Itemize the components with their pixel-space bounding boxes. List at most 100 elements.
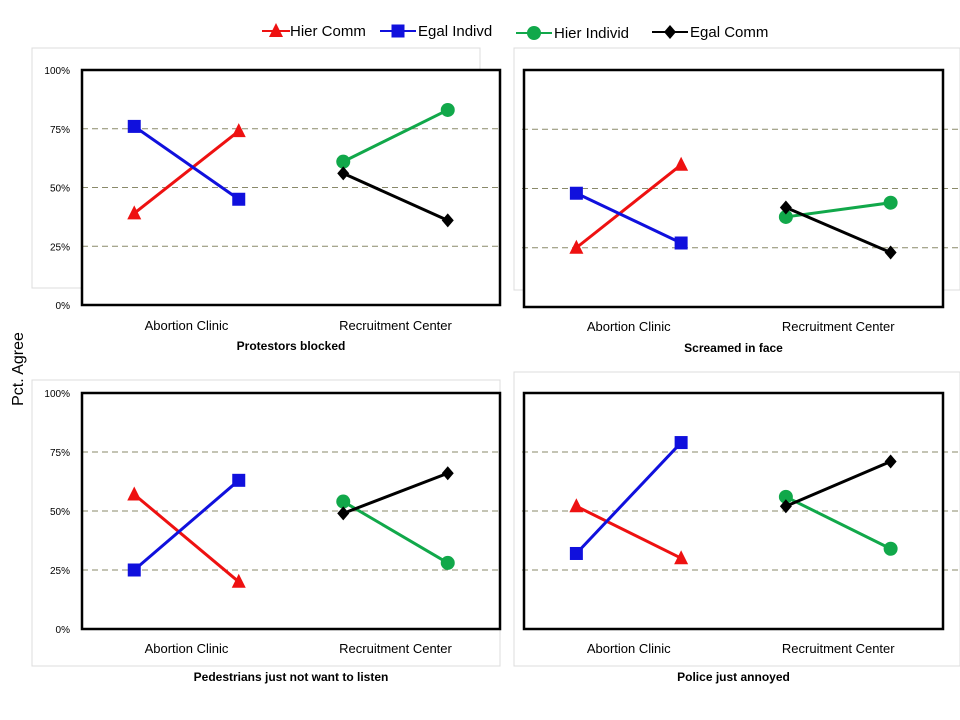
data-point-egal-comm xyxy=(441,213,454,228)
plot-border xyxy=(522,68,945,309)
data-point-egal-indivd xyxy=(569,186,583,200)
data-point-egal-comm xyxy=(441,466,454,481)
y-tick-label: 25% xyxy=(50,566,70,577)
series-egal-indivd xyxy=(127,119,246,206)
data-point-hier-comm xyxy=(231,573,246,588)
data-point-egal-comm xyxy=(779,499,792,514)
series-hier-individ xyxy=(336,102,455,169)
series-line-egal-comm xyxy=(342,172,449,222)
x-category-label-recruitment-center: Recruitment Center xyxy=(339,318,452,333)
x-category-label-abortion-clinic: Abortion Clinic xyxy=(587,319,671,334)
chart-panel-2: Abortion Clinic Recruitment Center Screame… xyxy=(513,47,960,355)
data-point-hier-individ xyxy=(883,541,898,556)
series-line-egal-indivd xyxy=(575,441,683,555)
plot-border xyxy=(80,391,502,631)
x-category-label-recruitment-center: Recruitment Center xyxy=(782,319,895,334)
data-point-hier-individ xyxy=(778,489,793,504)
chart-panel-3: 0% 25% 50% 75% 100% Abortion Clinic Recruitmen… xyxy=(31,379,502,684)
x-category-label-recruitment-center: Recruitment Center xyxy=(339,641,452,656)
data-point-hier-comm xyxy=(127,486,142,501)
series-egal-indivd xyxy=(569,186,688,250)
chart-panels: 0% 25% 50% 75% 100% Abortion Clinic Recruitmen… xyxy=(31,47,960,684)
data-point-egal-indivd xyxy=(127,563,141,577)
panel-title: Pedestrians just not want to listen xyxy=(194,670,389,684)
series-egal-indivd xyxy=(127,473,246,577)
legend-label-egal-comm: Egal Comm xyxy=(690,24,768,41)
data-point-hier-comm xyxy=(674,550,689,565)
data-point-egal-comm xyxy=(337,166,350,181)
data-point-hier-comm xyxy=(231,123,246,138)
data-point-egal-comm xyxy=(337,506,350,521)
series-line-hier-comm xyxy=(133,493,240,583)
data-point-hier-comm xyxy=(569,239,584,254)
series-line-egal-indivd xyxy=(575,191,682,245)
x-category-label-abortion-clinic: Abortion Clinic xyxy=(145,641,229,656)
data-point-egal-comm xyxy=(884,245,897,260)
series-egal-comm xyxy=(779,454,897,514)
plot-area xyxy=(82,70,500,305)
data-point-hier-individ xyxy=(336,154,351,169)
series-line-egal-indivd xyxy=(133,125,240,201)
chart-panel-4: Abortion Clinic Recruitment Center Police … xyxy=(513,371,960,684)
y-tick-label: 75% xyxy=(50,125,70,136)
series-hier-comm xyxy=(569,156,689,254)
y-tick-label: 50% xyxy=(50,184,70,195)
series-line-hier-individ xyxy=(342,108,449,163)
data-point-hier-comm xyxy=(569,498,584,513)
plot-border xyxy=(80,68,502,307)
chart-panel-1: 0% 25% 50% 75% 100% Abortion Clinic Recruitmen… xyxy=(31,47,502,353)
x-category-label-abortion-clinic: Abortion Clinic xyxy=(145,318,229,333)
series-line-hier-comm xyxy=(575,504,682,560)
y-tick-label: 50% xyxy=(50,507,70,518)
series-hier-comm xyxy=(127,123,246,220)
legend-label-hier-comm: Hier Comm xyxy=(290,23,366,40)
data-point-egal-comm xyxy=(884,454,897,469)
data-point-hier-individ xyxy=(883,195,898,210)
series-egal-comm xyxy=(337,466,454,521)
data-point-egal-indivd xyxy=(674,236,688,250)
y-tick-label: 0% xyxy=(56,301,71,312)
legend-label-hier-individ: Hier Individ xyxy=(554,25,629,42)
panel-title: Police just annoyed xyxy=(677,670,790,684)
data-point-egal-comm xyxy=(779,200,792,215)
data-point-hier-individ xyxy=(336,494,351,509)
data-point-hier-comm xyxy=(674,156,689,171)
legend-marker-hier-comm xyxy=(269,23,283,37)
y-tick-label: 75% xyxy=(50,448,70,459)
data-point-egal-indivd xyxy=(232,192,246,206)
data-point-egal-indivd xyxy=(127,119,141,133)
series-line-hier-comm xyxy=(575,163,683,249)
data-point-egal-indivd xyxy=(569,546,583,560)
series-hier-individ xyxy=(778,489,898,556)
series-line-hier-comm xyxy=(133,129,240,215)
data-point-egal-indivd xyxy=(232,473,246,487)
y-axis-label: Pct. Agree xyxy=(10,332,27,406)
series-hier-comm xyxy=(127,486,246,588)
x-category-label-recruitment-center: Recruitment Center xyxy=(782,641,895,656)
plot-area xyxy=(82,393,500,629)
data-point-hier-individ xyxy=(778,209,793,224)
plot-border xyxy=(522,391,945,631)
series-line-hier-individ xyxy=(342,500,449,565)
series-line-egal-comm xyxy=(785,460,892,508)
data-point-hier-comm xyxy=(127,205,142,220)
series-line-egal-comm xyxy=(785,206,892,254)
data-point-hier-individ xyxy=(440,102,455,117)
series-line-egal-comm xyxy=(342,471,449,515)
panel-title: Protestors blocked xyxy=(237,339,346,353)
y-tick-label: 0% xyxy=(56,625,71,636)
legend-marker-egal-indivd xyxy=(391,24,405,38)
data-point-hier-individ xyxy=(440,555,455,570)
y-tick-label: 100% xyxy=(44,66,70,77)
series-line-egal-indivd xyxy=(133,479,240,572)
legend-marker-egal-comm xyxy=(664,25,676,39)
data-point-egal-indivd xyxy=(674,436,688,450)
series-line-hier-individ xyxy=(785,495,892,551)
series-hier-comm xyxy=(569,498,689,565)
series-hier-individ xyxy=(336,494,455,570)
series-egal-comm xyxy=(337,166,454,228)
series-egal-comm xyxy=(779,200,897,260)
legend-label-egal-indivd: Egal Indivd xyxy=(418,23,492,40)
y-tick-label: 100% xyxy=(44,389,70,400)
